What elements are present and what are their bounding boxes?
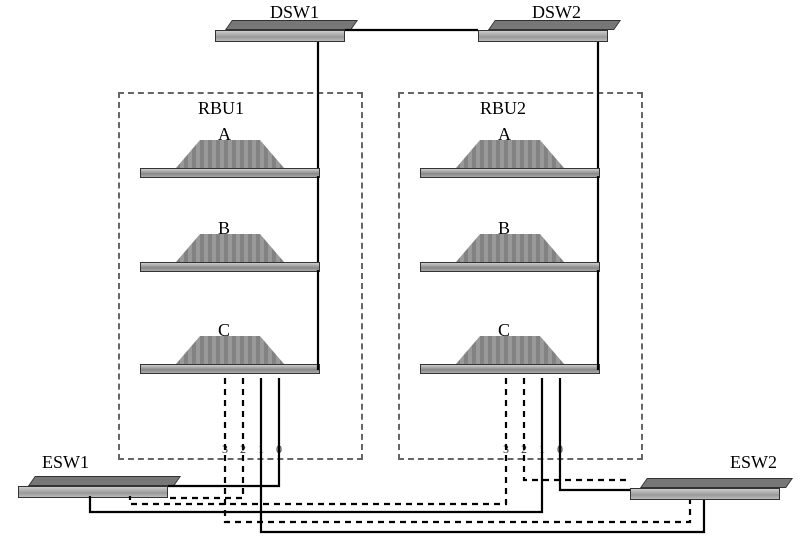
server-c2 [420, 364, 600, 374]
c1-port-0: 0 [276, 442, 282, 457]
server-a1 [140, 168, 320, 178]
dsw2-label: DSW2 [532, 2, 581, 23]
c1-port-3: 3 [222, 442, 228, 457]
c2-port-3: 3 [503, 442, 509, 457]
c2-port-2: 2 [521, 442, 527, 457]
esw2-label: ESW2 [730, 452, 777, 473]
server-c1 [140, 364, 320, 374]
c1-port-1: 1 [258, 442, 264, 457]
rbu2-label: RBU2 [480, 98, 526, 119]
esw1-label: ESW1 [42, 452, 89, 473]
rbu1-label: RBU1 [198, 98, 244, 119]
server-b2 [420, 262, 600, 272]
c2-port-1: 1 [539, 442, 545, 457]
server-a2 [420, 168, 600, 178]
dsw2-device [478, 20, 608, 42]
dsw1-device [215, 20, 345, 42]
esw2-device [630, 476, 780, 500]
esw1-device [18, 474, 168, 498]
dsw1-label: DSW1 [270, 2, 319, 23]
c2-port-0: 0 [557, 442, 563, 457]
server-b1 [140, 262, 320, 272]
c1-port-2: 2 [240, 442, 246, 457]
